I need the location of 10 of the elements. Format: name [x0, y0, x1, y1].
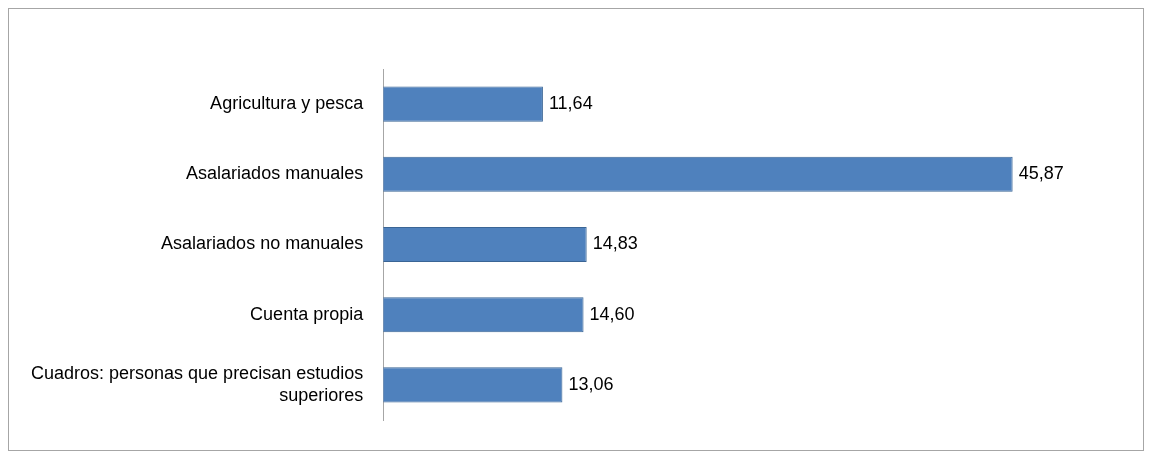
- y-tick-label: Asalariados manuales: [186, 163, 364, 184]
- data-label: 11,64: [548, 93, 593, 114]
- y-tick-label: Cuenta propia: [250, 303, 365, 324]
- y-tick-label: Asalariados no manuales: [161, 233, 364, 254]
- data-label: 45,87: [1018, 163, 1064, 184]
- data-label: 14,83: [592, 233, 638, 254]
- data-label: 14,60: [589, 303, 635, 324]
- y-tick-label: Cuadros: personas que precisan estudios superiores: [31, 363, 364, 405]
- y-tick-label: Agricultura y pesca: [210, 93, 365, 114]
- data-label: 13,06: [568, 373, 614, 394]
